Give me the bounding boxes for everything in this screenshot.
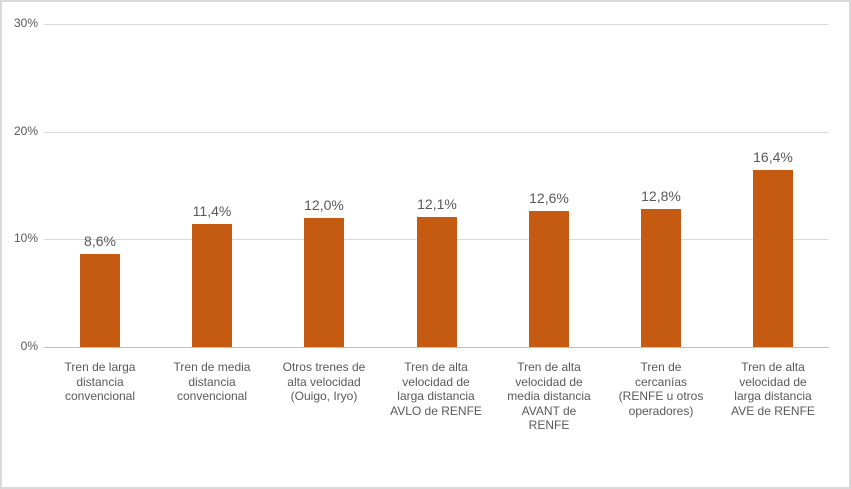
bar [417,217,457,347]
y-tick-label: 30% [13,16,38,30]
category-label: Tren de larga distancia convencional [64,360,136,403]
bar-value-label: 12,1% [417,196,457,212]
y-tick-label: 20% [13,124,38,138]
category-label: Tren de alta velocidad de media distanci… [507,360,591,432]
bar [753,170,793,347]
bar [192,224,232,347]
bar [641,209,681,347]
category-label: Tren de alta velocidad de larga distanci… [390,360,482,418]
gridline [44,132,829,133]
y-tick-label: 0% [20,339,38,353]
gridline [44,24,829,25]
bar-value-label: 12,6% [529,190,569,206]
bar [304,218,344,347]
x-axis-line [44,347,829,348]
bar-value-label: 12,0% [304,197,344,213]
bar-value-label: 12,8% [641,188,681,204]
category-label: Otros trenes de alta velocidad (Ouigo, I… [282,360,366,403]
category-label: Tren de media distancia convencional [173,360,251,403]
category-label: Tren de alta velocidad de larga distanci… [731,360,815,418]
bar [80,254,120,347]
category-label: Tren de cercanías (RENFE u otros operado… [618,360,704,418]
bar-value-label: 11,4% [192,203,232,219]
bar [529,211,569,347]
bar-value-label: 16,4% [753,149,793,165]
bar-value-label: 8,6% [84,233,116,249]
y-tick-label: 10% [13,231,38,245]
